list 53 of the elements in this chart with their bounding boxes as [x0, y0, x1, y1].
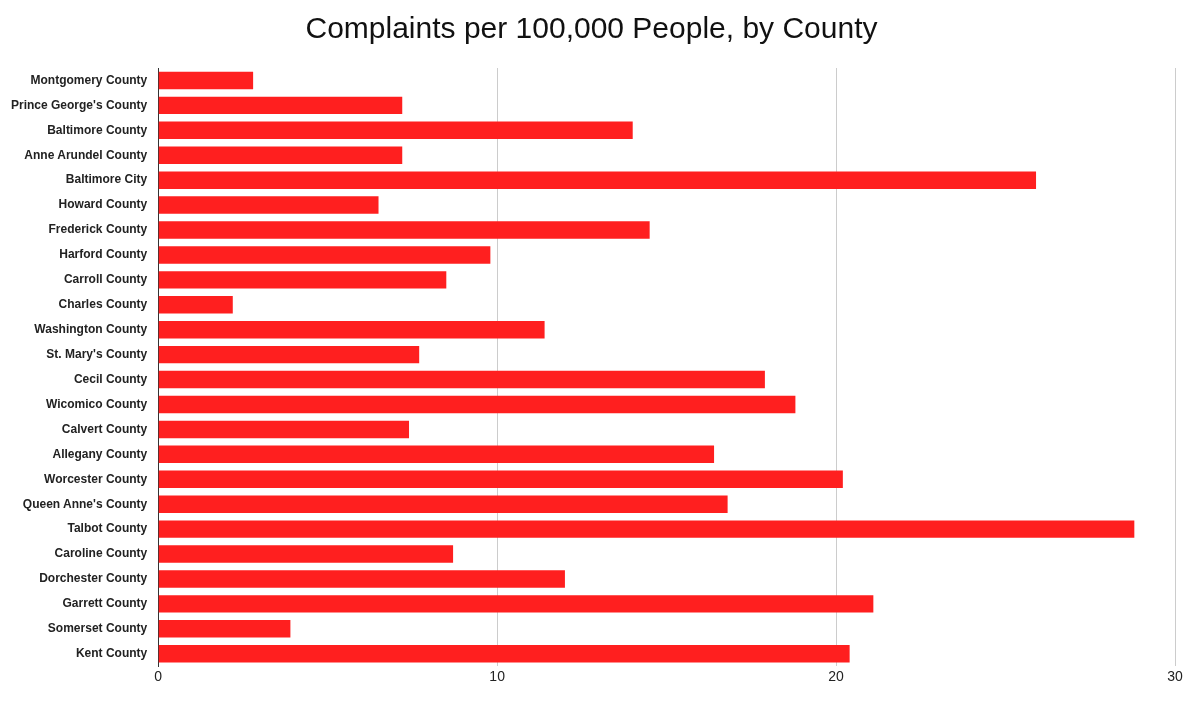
y-tick-label: Dorchester County: [39, 571, 148, 586]
y-tick-label: Baltimore City: [65, 172, 148, 187]
bar: [158, 246, 491, 264]
y-tick-label: Worcester County: [44, 471, 148, 486]
y-tick-label: Montgomery County: [30, 72, 148, 87]
y-tick-label: Wicomico County: [45, 396, 148, 411]
bar: [158, 395, 796, 414]
y-tick-label: Garrett County: [62, 596, 148, 611]
bar: [158, 520, 1135, 538]
y-tick-label: Anne Arundel County: [24, 147, 148, 162]
y-tick-label: Somerset County: [47, 621, 148, 636]
bar: [158, 470, 843, 488]
bar: [158, 121, 633, 140]
bar: [158, 495, 728, 513]
x-tick-label: 10: [489, 668, 506, 685]
bar: [158, 420, 410, 439]
bar: [158, 570, 565, 588]
y-tick-label: Washington County: [34, 322, 148, 337]
bar: [158, 96, 403, 115]
y-tick-label: Harford County: [59, 247, 148, 262]
y-tick-label: Charles County: [58, 297, 148, 312]
bar: [158, 320, 545, 339]
bar: [158, 271, 447, 289]
y-tick-label: St. Mary's County: [46, 346, 148, 361]
y-tick-label: Queen Anne's County: [22, 496, 148, 511]
y-tick-label: Prince George's County: [11, 97, 148, 112]
y-tick-label: Carroll County: [63, 272, 148, 287]
x-tick-label: 30: [1167, 668, 1183, 685]
bar: [158, 296, 233, 314]
chart-title: Complaints per 100,000 People, by County: [305, 11, 878, 45]
y-tick-label: Talbot County: [67, 521, 148, 536]
bar: [158, 445, 715, 464]
y-tick-label: Caroline County: [54, 546, 148, 561]
y-tick-label: Allegany County: [52, 446, 148, 461]
y-tick-label: Calvert County: [61, 421, 148, 436]
y-tick-label: Howard County: [58, 197, 148, 212]
bar: [158, 146, 403, 164]
y-tick-label: Baltimore County: [47, 122, 148, 137]
bar: [158, 545, 454, 563]
bar: [158, 171, 1037, 189]
bar: [158, 370, 765, 389]
bar: [158, 71, 254, 90]
x-tick-label: 0: [154, 668, 163, 685]
y-tick-label: Frederick County: [48, 222, 148, 237]
x-tick-label: 20: [828, 668, 845, 685]
bar: [158, 345, 420, 364]
bar: [158, 620, 291, 638]
bar: [158, 196, 379, 214]
bar: [158, 221, 650, 239]
bar: [158, 595, 874, 613]
bar: [158, 645, 850, 663]
y-tick-label: Kent County: [75, 646, 148, 661]
y-tick-label: Cecil County: [73, 371, 148, 386]
